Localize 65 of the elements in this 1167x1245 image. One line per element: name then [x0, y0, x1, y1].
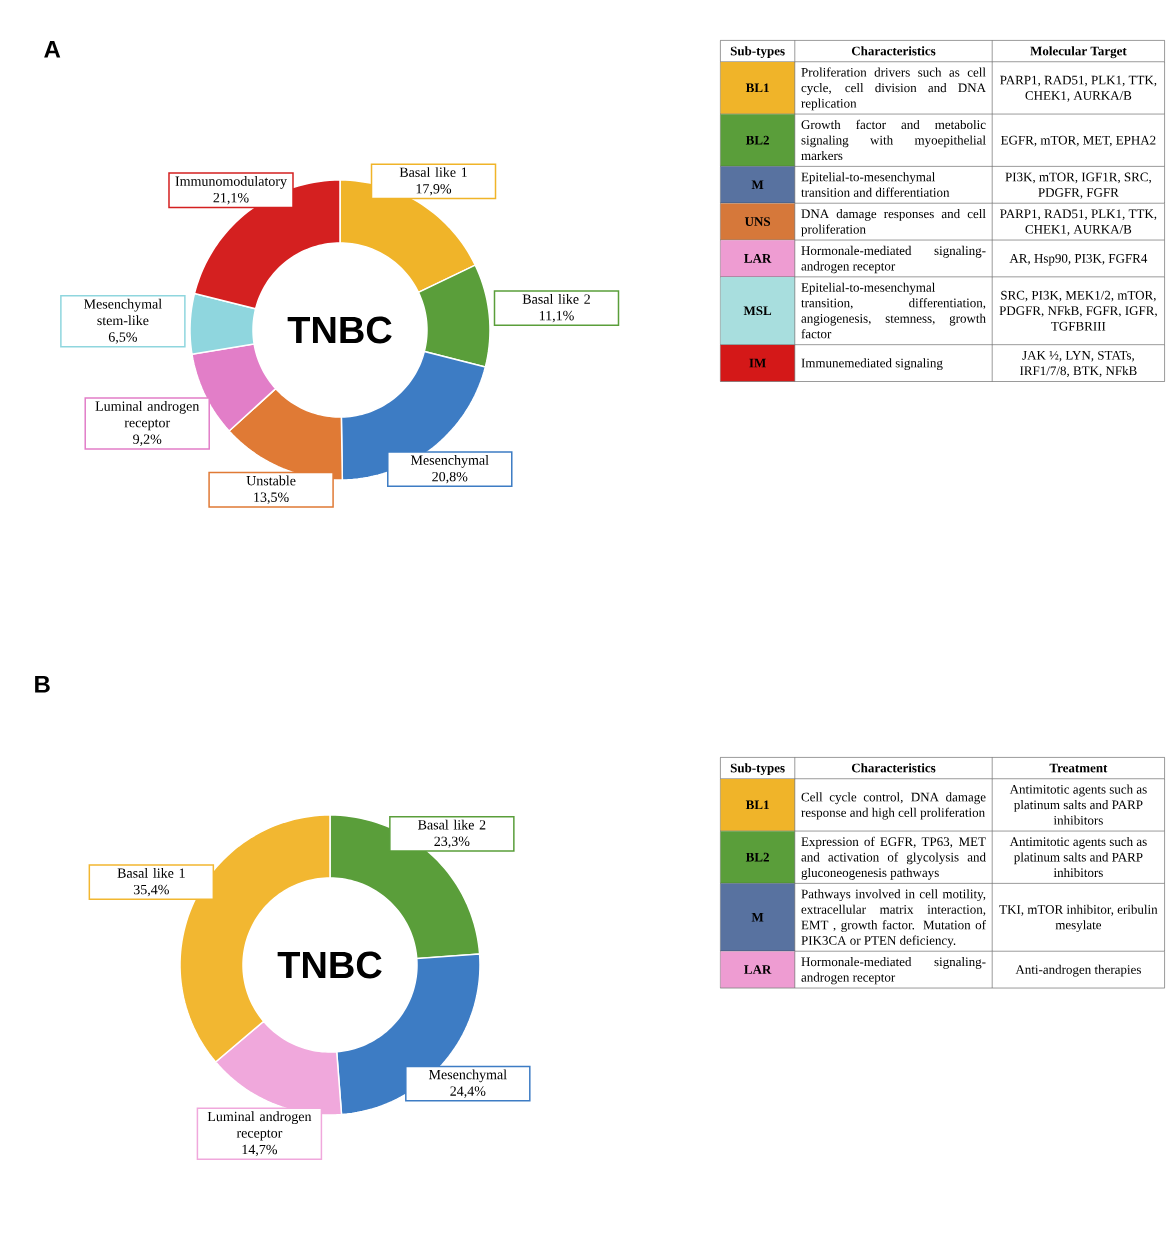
slice-label: Basal like 1 — [399, 167, 467, 177]
data-label: 23,3% — [434, 836, 470, 849]
text: Epitelial-to-mesenchymal transition and differentiation — [801, 172, 950, 197]
data-label: 17,9% — [416, 184, 452, 196]
text: LAR — [744, 254, 772, 263]
text: BL2 — [745, 135, 769, 145]
text: BL2 — [745, 852, 769, 862]
data-label: 9,2% — [133, 434, 162, 446]
text: Pathways involved in cell motility, extracellular matrix interaction, EMT , growth factor. Mutation of PIK3CA or PTEN deficiency. — [801, 889, 986, 948]
text: TKI, mTOR inhibitor, eribulin mesylate — [999, 904, 1158, 933]
data-label: 35,4% — [133, 884, 169, 897]
text: TNBC — [277, 951, 382, 979]
data-label: 20,8% — [432, 471, 468, 484]
text: Immunemediated signaling — [801, 358, 943, 371]
text: Molecular Target — [1030, 46, 1127, 59]
text: UNS — [744, 217, 771, 226]
text: JAK ½, LYN, STATs, IRF1/7/8, BTK, NFkB — [1019, 350, 1137, 378]
slice-label: Luminal androgen receptor — [207, 1111, 312, 1141]
text: M — [751, 180, 764, 189]
text: BL1 — [745, 800, 769, 810]
text: Antimitotic agents such as platinum salts and PARP inhibitors — [1009, 836, 1147, 878]
text: Treatment — [1049, 763, 1108, 773]
text: Epitelial-to-mesenchymal transition, differentiation, angiogenesis, stemness, growth factor — [801, 282, 986, 339]
text: LAR — [744, 965, 772, 974]
text: M — [751, 912, 764, 922]
slice-label: Unstable — [246, 475, 296, 486]
text: Cell cycle control, DNA damage response and high cell proliferation — [801, 792, 986, 820]
text: BL1 — [745, 83, 769, 93]
text: Anti-androgen therapies — [1015, 964, 1141, 977]
text: Growth factor and metabolic signaling with myoepithelial markers — [801, 119, 986, 161]
text: Characteristics — [851, 763, 936, 773]
text: Characteristics — [851, 46, 936, 56]
data-label: 6,5% — [108, 332, 137, 344]
text: Proliferation drivers such as cell cycle, cell division and DNA replication — [801, 67, 986, 111]
chart-title: A — [44, 41, 61, 58]
text: AR, Hsp90, PI3K, FGFR4 — [1009, 253, 1148, 266]
data-label: 21,1% — [213, 192, 249, 205]
text: PARP1, RAD51, PLK1, TTK, CHEK1, AURKA/B — [1000, 209, 1157, 236]
text: Expression of EGFR, TP63, MET and activation of glycolysis and gluconeogenesis pathways — [801, 836, 986, 880]
data-label: 14,7% — [242, 1144, 278, 1157]
text: DNA damage responses and cell proliferation — [801, 209, 986, 237]
text: IM — [749, 358, 766, 368]
slice-label: Basal like 2 — [418, 819, 486, 830]
data-label: 13,5% — [254, 492, 289, 504]
slice-label: Basal like 2 — [522, 293, 590, 304]
chart-title: B — [35, 676, 50, 693]
slice-label: Mesenchymal — [410, 454, 489, 468]
data-label: 11,1% — [539, 310, 574, 323]
text: SRC, PI3K, MEK1/2, mTOR, PDGFR, NFkB, FGFR, IGFR, TGFBRIII — [999, 290, 1157, 331]
text: Hormonale-mediated signaling-androgen receptor — [801, 957, 986, 985]
text: PARP1, RAD51, PLK1, TTK, CHEK1, AURKA/B — [1000, 75, 1157, 102]
text: Hormonale-mediated signaling-androgen receptor — [801, 245, 986, 274]
text: Antimitotic agents such as platinum salts and PARP inhibitors — [1009, 784, 1147, 825]
text: Sub-types — [730, 763, 785, 776]
text: Sub-types — [730, 46, 785, 59]
slice-label: Basal like 1 — [117, 867, 185, 878]
slice-label: Immunomodulatory — [175, 176, 287, 189]
slice-label: Luminal androgen receptor — [95, 401, 200, 431]
text: TNBC — [287, 316, 392, 344]
slice-label: Mesenchymal — [428, 1069, 507, 1083]
text: EGFR, mTOR, MET, EPHA2 — [1001, 135, 1156, 147]
slice-label: Mesenchymal stem-like — [84, 298, 162, 326]
data-label: 24,4% — [450, 1086, 486, 1098]
text: MSL — [743, 306, 772, 316]
text: PI3K, mTOR, IGF1R, SRC, PDGFR, FGFR — [1005, 172, 1151, 199]
